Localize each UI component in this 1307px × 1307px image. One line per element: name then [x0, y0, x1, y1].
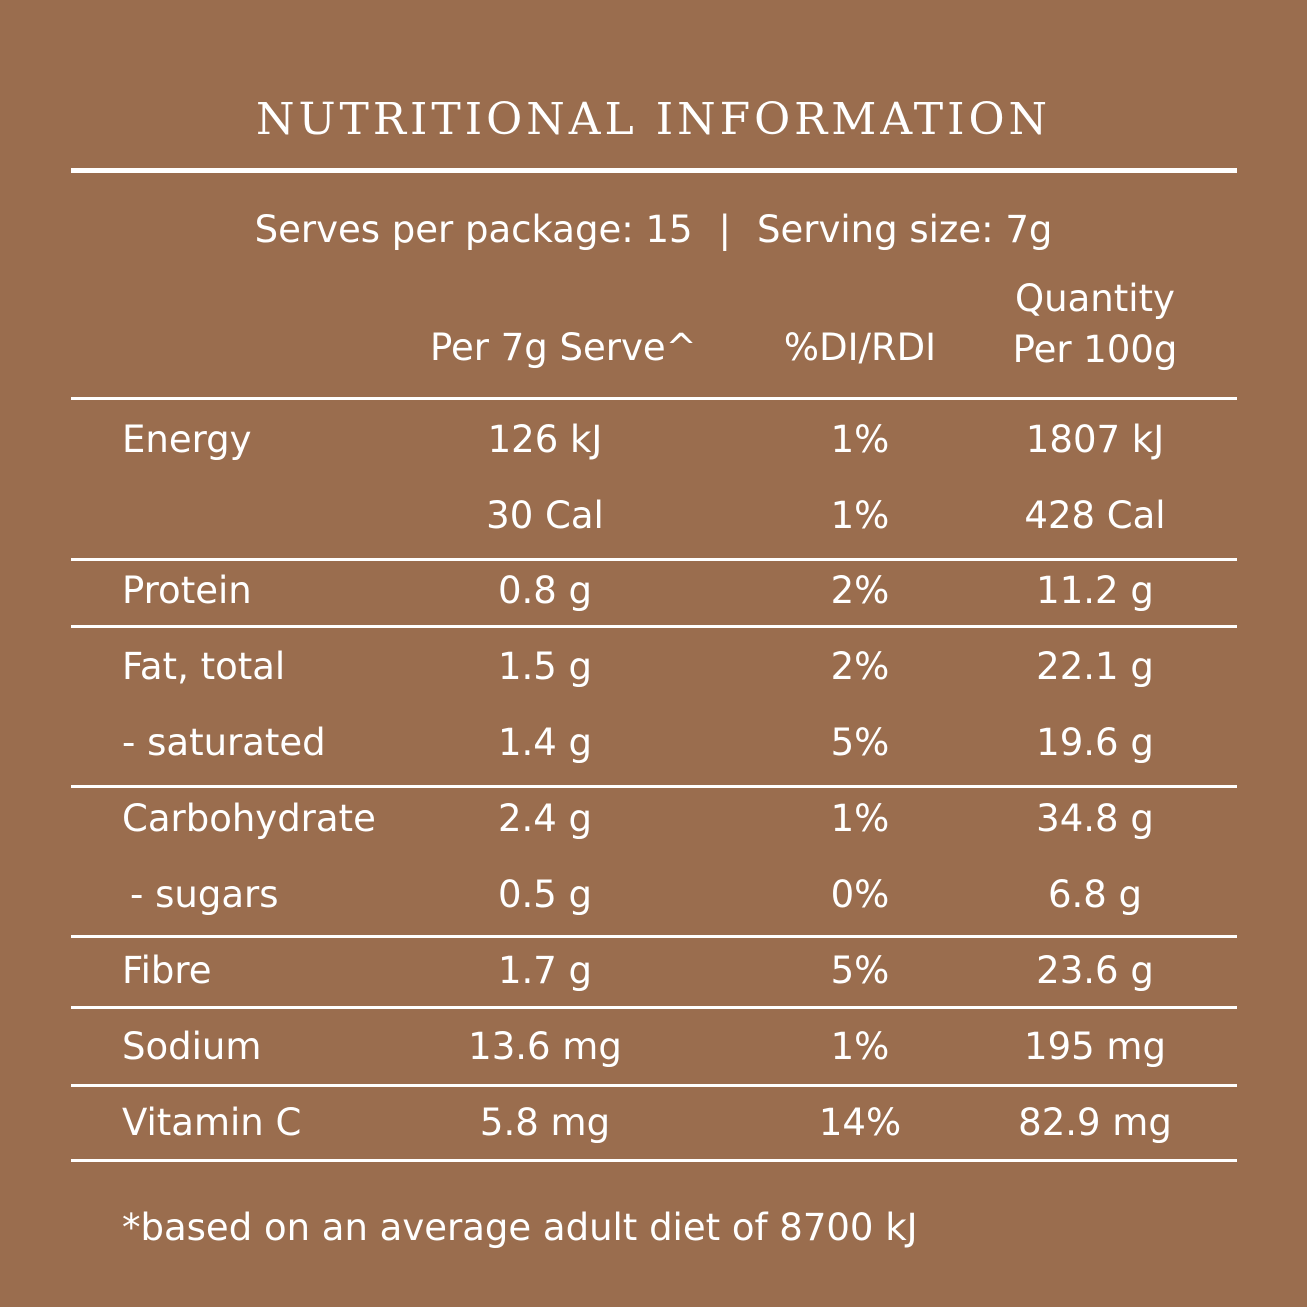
row-serve-energy-kj: 126 kJ	[487, 418, 603, 461]
row-per100-vitamin-c: 82.9 mg	[1018, 1101, 1172, 1144]
row-rdi-energy-kj: 1%	[830, 418, 890, 461]
row-serve-fat-total: 1.5 g	[497, 645, 593, 688]
row-label-carbohydrate: Carbohydrate	[122, 797, 376, 840]
row-label-energy: Energy	[122, 418, 252, 461]
row-per100-sodium: 195 mg	[1024, 1025, 1166, 1068]
row-label-fat-total: Fat, total	[122, 645, 286, 688]
row-per100-energy-kj: 1807 kJ	[1025, 418, 1165, 461]
footnote: *based on an average adult diet of 8700 …	[122, 1206, 918, 1249]
divider-fibre	[71, 1006, 1237, 1009]
divider-fat	[71, 785, 1237, 788]
row-serve-energy-cal: 30 Cal	[486, 494, 604, 537]
row-label-sodium: Sodium	[122, 1025, 262, 1068]
row-serve-protein: 0.8 g	[497, 569, 593, 612]
row-label-vitamin-c: Vitamin C	[122, 1101, 302, 1144]
row-serve-carbohydrate: 2.4 g	[497, 797, 593, 840]
row-label-protein: Protein	[122, 569, 252, 612]
row-per100-fat-total: 22.1 g	[1036, 645, 1154, 688]
header-per100-line1: Quantity	[1015, 277, 1175, 320]
row-rdi-sugars: 0%	[830, 873, 890, 916]
row-rdi-fat-total: 2%	[830, 645, 890, 688]
row-rdi-sodium: 1%	[830, 1025, 890, 1068]
divider-protein	[71, 625, 1237, 628]
row-label-sugars: - sugars	[130, 873, 279, 916]
row-rdi-saturated: 5%	[830, 721, 890, 764]
row-serve-sugars: 0.5 g	[497, 873, 593, 916]
row-rdi-vitamin-c: 14%	[818, 1101, 902, 1144]
row-per100-sugars: 6.8 g	[1047, 873, 1143, 916]
header-per100-line2: Per 100g	[1012, 328, 1178, 371]
row-rdi-carbohydrate: 1%	[830, 797, 890, 840]
row-per100-fibre: 23.6 g	[1036, 949, 1154, 992]
header-rdi: %DI/RDI	[783, 326, 937, 369]
row-per100-protein: 11.2 g	[1036, 569, 1154, 612]
row-rdi-fibre: 5%	[830, 949, 890, 992]
row-serve-saturated: 1.4 g	[497, 721, 593, 764]
row-label-saturated: - saturated	[122, 721, 326, 764]
serving-size: Serving size: 7g	[757, 208, 1053, 251]
row-per100-saturated: 19.6 g	[1036, 721, 1154, 764]
table-bottom-divider	[71, 1159, 1237, 1162]
header-per-serve: Per 7g Serve^	[430, 326, 697, 369]
row-serve-vitamin-c: 5.8 mg	[479, 1101, 611, 1144]
divider-sodium	[71, 1084, 1237, 1087]
title-divider	[71, 168, 1237, 173]
row-label-fibre: Fibre	[122, 949, 212, 992]
row-per100-energy-cal: 428 Cal	[1024, 494, 1166, 537]
row-serve-fibre: 1.7 g	[497, 949, 593, 992]
row-rdi-protein: 2%	[830, 569, 890, 612]
panel-title: NUTRITIONAL INFORMATION	[255, 94, 1052, 145]
row-rdi-energy-cal: 1%	[830, 494, 890, 537]
row-per100-carbohydrate: 34.8 g	[1036, 797, 1154, 840]
divider-energy	[71, 558, 1237, 561]
divider-carbohydrate	[71, 935, 1237, 938]
header-divider	[71, 397, 1237, 400]
serving-separator: |	[718, 208, 732, 251]
serving-info: Serves per package: 15 | Serving size: 7g	[0, 208, 1307, 252]
row-serve-sodium: 13.6 mg	[468, 1025, 622, 1068]
serves-per-package: Serves per package: 15	[254, 208, 693, 251]
